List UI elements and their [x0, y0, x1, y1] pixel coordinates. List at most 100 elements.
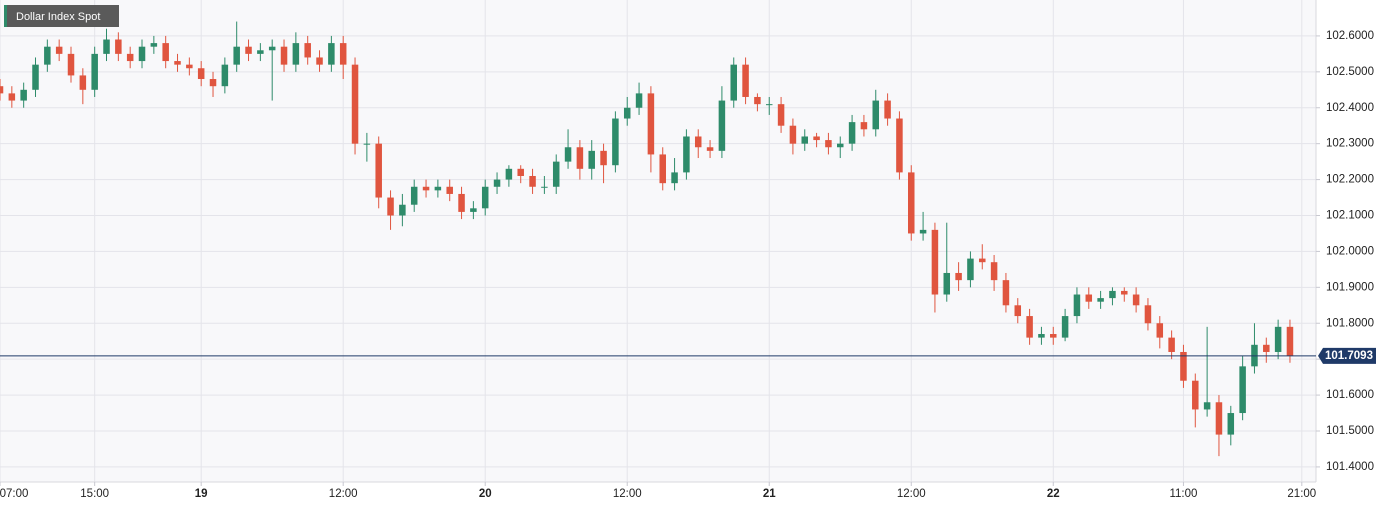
candle-body	[1274, 326, 1282, 352]
candle-body	[1192, 380, 1199, 410]
candle-body	[919, 229, 927, 234]
candle-body	[446, 186, 453, 194]
x-tick-label: 12:00	[897, 488, 926, 500]
candle-body	[659, 154, 666, 184]
candle-body	[789, 125, 797, 144]
candle-body	[706, 147, 714, 151]
candle-body	[990, 262, 998, 281]
candle-body	[612, 118, 619, 166]
candle-body	[1121, 290, 1128, 295]
candle-body	[493, 179, 501, 187]
title-box	[4, 5, 119, 27]
candle-body	[777, 104, 785, 126]
candle-body	[552, 161, 560, 187]
candle-body	[884, 100, 891, 119]
candle-body	[115, 39, 122, 54]
candle-body	[103, 39, 110, 54]
candle-body	[754, 96, 761, 105]
candle-body	[931, 229, 939, 295]
candle-body	[979, 258, 986, 263]
candle-body	[32, 64, 39, 90]
candle-body	[458, 193, 465, 212]
candle-body	[44, 46, 51, 65]
candle-body	[481, 186, 489, 209]
candle-body	[268, 46, 276, 51]
y-tick-label: 101.6000	[1326, 389, 1374, 401]
candle-body	[387, 197, 394, 216]
candle-body	[564, 147, 572, 162]
candle-body	[765, 104, 773, 106]
candle-body	[221, 64, 229, 87]
candle-body	[197, 68, 205, 80]
candle-body	[339, 43, 347, 65]
title-accent	[4, 5, 7, 27]
x-tick-label: 12:00	[613, 488, 642, 500]
x-tick-label: 11:00	[1169, 488, 1197, 500]
candle-body	[304, 43, 311, 58]
candle-body	[1109, 290, 1116, 299]
candle-body	[517, 168, 524, 176]
candle-body	[647, 93, 655, 155]
candle-body	[908, 172, 915, 234]
candle-body	[138, 46, 146, 62]
y-tick-label: 102.4000	[1326, 102, 1374, 114]
candle-body	[0, 86, 4, 94]
x-tick-label: 15:00	[80, 488, 109, 500]
candle-body	[694, 136, 702, 148]
candle-body	[55, 46, 63, 54]
candle-body	[375, 143, 382, 198]
candle-body	[292, 43, 300, 65]
y-tick-label: 102.2000	[1326, 174, 1374, 186]
candle-body	[1014, 305, 1022, 317]
candle-body	[233, 46, 240, 65]
candle-body	[635, 93, 643, 108]
candle-body	[1038, 334, 1045, 338]
last-price-label: 101.7093	[1325, 350, 1373, 362]
x-tick-label: 12:00	[329, 488, 358, 500]
candle-body	[1050, 334, 1057, 338]
candle-body	[126, 53, 134, 62]
candle-body	[186, 64, 193, 69]
candle-body	[280, 46, 288, 65]
y-tick-label: 101.4000	[1326, 461, 1374, 473]
candle-body	[600, 150, 607, 166]
candle-body	[848, 122, 856, 144]
candle-body	[541, 186, 548, 188]
y-tick-label: 101.9000	[1326, 281, 1374, 293]
grid	[0, 0, 1316, 482]
candle-body	[742, 64, 749, 97]
candle-body	[257, 50, 264, 54]
candle-body	[1085, 294, 1093, 302]
y-tick-label: 102.0000	[1326, 245, 1374, 257]
y-tick-label: 102.3000	[1326, 138, 1374, 150]
candle-body	[955, 272, 962, 281]
candle-body	[730, 64, 737, 101]
y-tick-label: 101.8000	[1326, 317, 1374, 329]
candle-body	[1156, 323, 1164, 338]
y-tick-label: 102.6000	[1326, 30, 1374, 42]
candle-body	[20, 89, 27, 101]
candle-body	[174, 61, 181, 65]
candle-body	[623, 107, 631, 119]
candle-body	[245, 46, 252, 54]
candle-body	[1180, 351, 1187, 381]
candle-body	[328, 43, 335, 65]
candle-body	[529, 175, 536, 187]
candle-body	[1215, 402, 1223, 435]
candle-body	[1144, 305, 1152, 324]
candle-body	[801, 136, 809, 144]
candle-body	[718, 100, 726, 151]
plot-background	[0, 0, 1316, 482]
candle-body	[399, 204, 406, 216]
candle-body	[683, 136, 690, 173]
candle-body	[1203, 402, 1211, 410]
x-tick-label: 19	[195, 488, 208, 500]
candle-body	[671, 172, 678, 184]
candle-body	[1061, 316, 1069, 338]
candle-body	[836, 143, 844, 148]
candle-body	[1239, 366, 1246, 414]
chart-title: Dollar Index Spot	[16, 11, 100, 23]
x-tick-label: 22	[1047, 488, 1060, 500]
candle-body	[825, 140, 832, 148]
